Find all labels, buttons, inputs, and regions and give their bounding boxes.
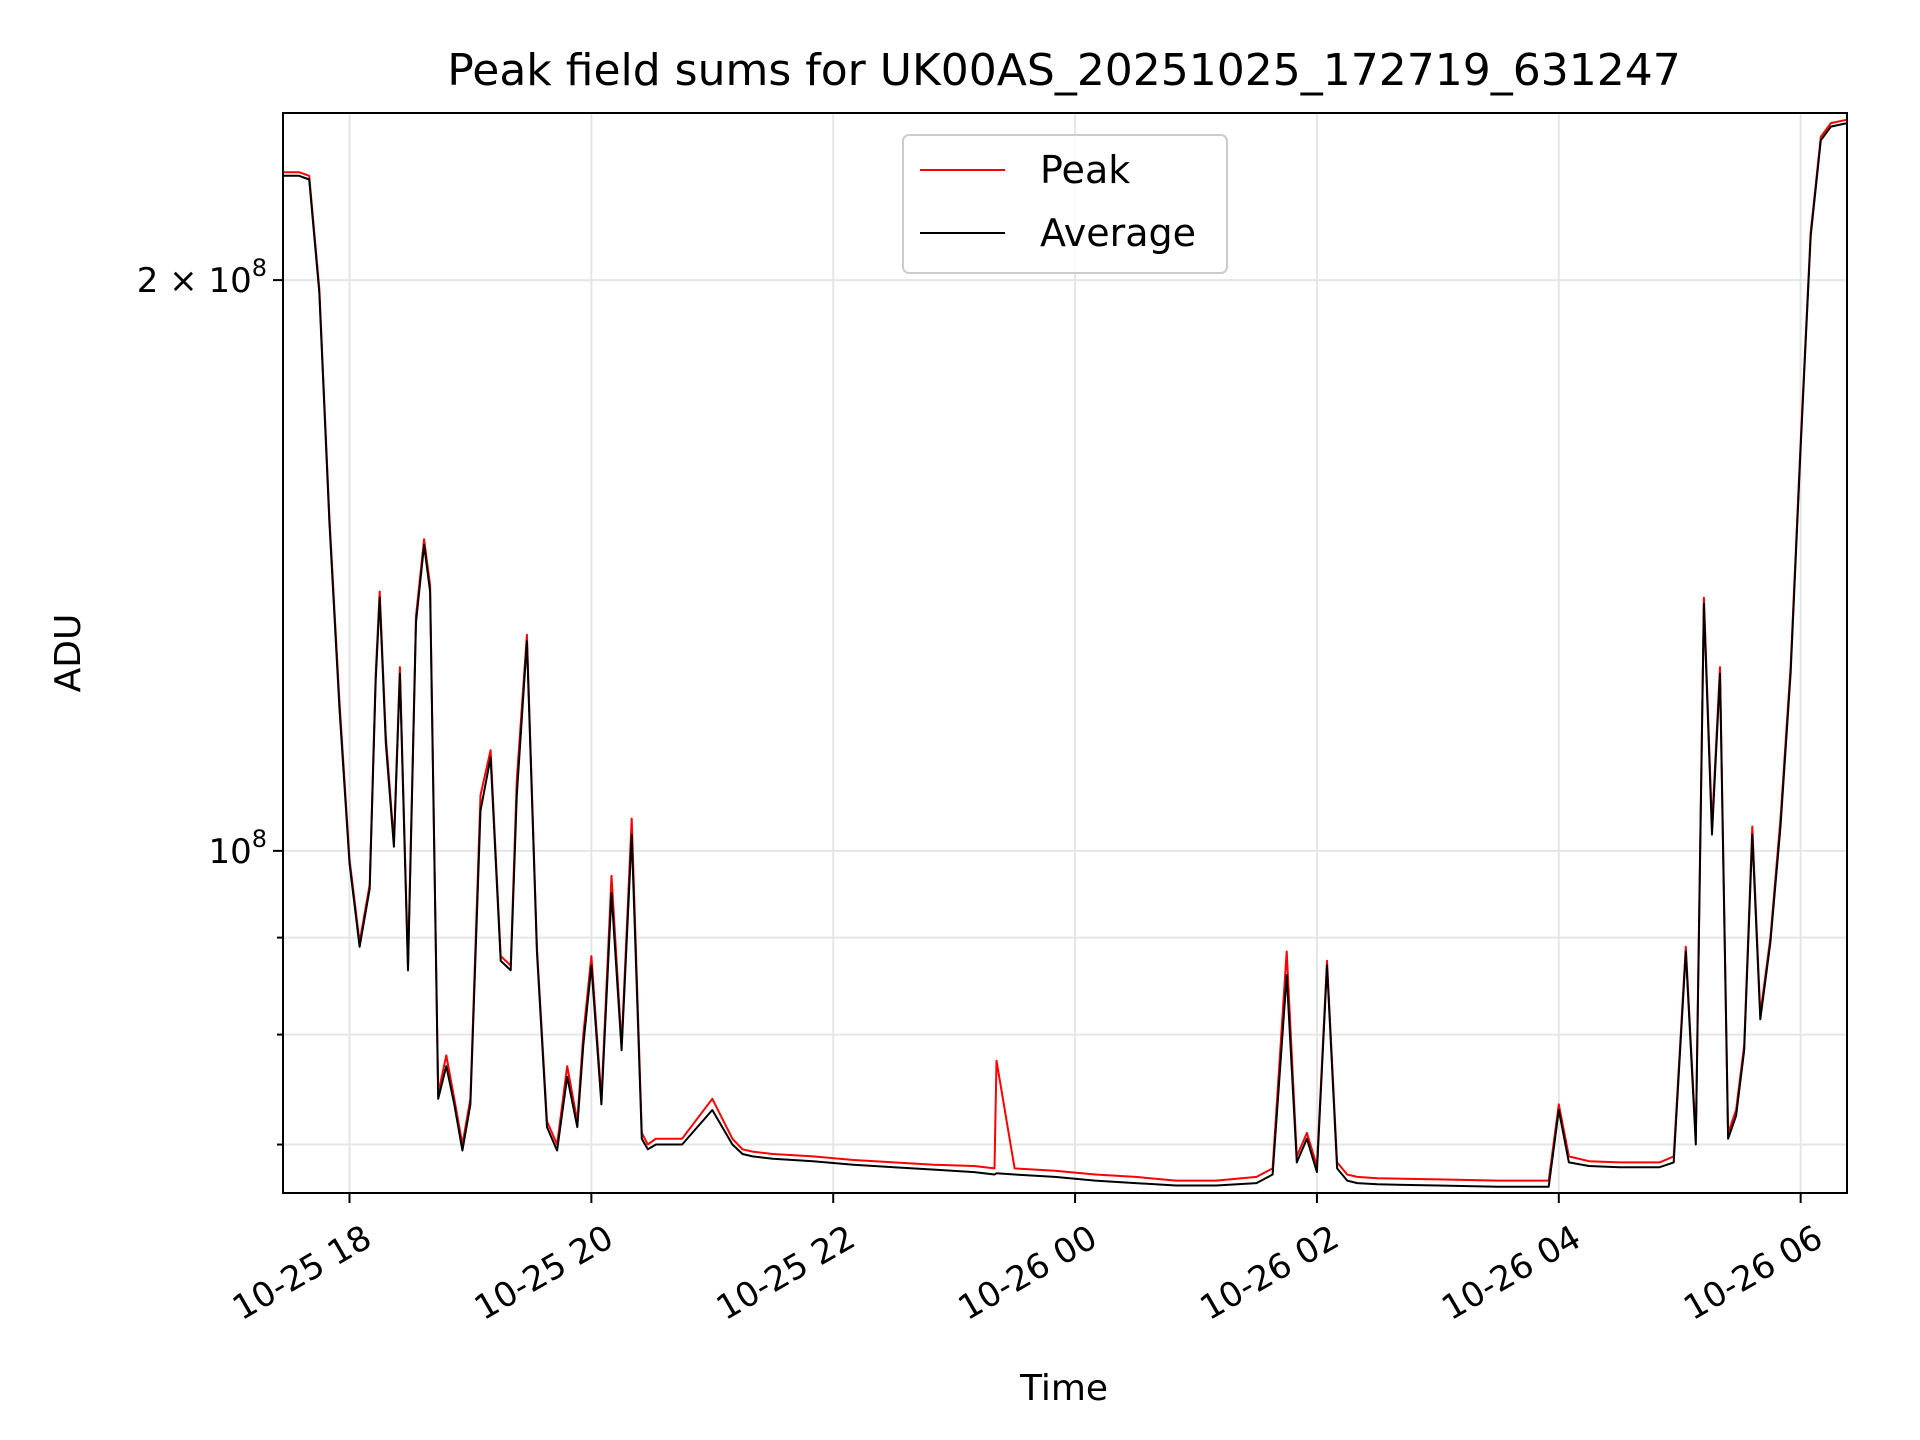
series-layer	[283, 118, 1848, 1188]
y-tick-label-exponent: 8	[252, 825, 267, 853]
grid-lines	[283, 113, 1847, 1193]
plot-frame	[282, 112, 1848, 1194]
legend-label-average: Average	[1040, 211, 1196, 255]
x-axis-title: Time	[1019, 1368, 1108, 1409]
y-tick-label: 2 × 108	[137, 254, 267, 301]
y-tick-label-exponent: 8	[252, 254, 267, 282]
y-tick-label: 108	[208, 825, 267, 872]
y-axis-title: ADU	[48, 614, 89, 693]
legend: Peak Average	[902, 134, 1228, 274]
series-line-average	[283, 122, 1848, 1188]
chart-title: Peak field sums for UK00AS_20251025_1727…	[447, 45, 1680, 96]
y-tick-label-base: 2 × 10	[137, 261, 252, 301]
y-tick-label-base: 10	[208, 832, 251, 872]
legend-label-peak: Peak	[1040, 148, 1130, 192]
